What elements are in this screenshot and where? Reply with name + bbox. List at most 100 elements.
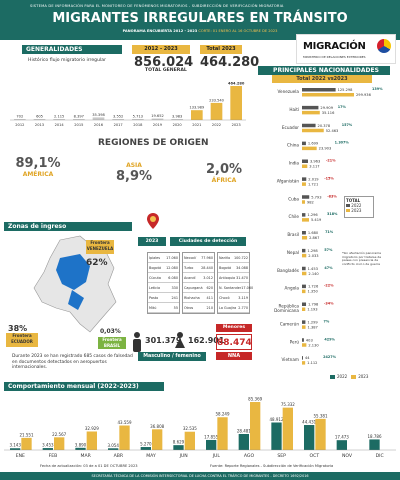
month-bar-2023	[86, 431, 97, 450]
monthly-chart: 3.143 21.551 ENE 3.453 22.567 FEB 3.890 32.929 M…	[4, 397, 396, 459]
month-label-2022: 5.270	[140, 442, 152, 447]
nat-name: Camerún	[280, 321, 300, 326]
month-name: DIC	[376, 453, 384, 459]
month-bar-2022	[271, 422, 282, 450]
frontera-ven-badge: Frontera VENEZUELA	[86, 240, 114, 254]
city-name: Mitú	[149, 306, 157, 310]
nat-value-2022: 1.299	[307, 320, 318, 324]
city-name: Capurganá	[184, 286, 203, 290]
month-label-2023: 32.535	[183, 426, 197, 431]
nat-bar-2023	[302, 236, 308, 240]
nat-value-2023: 3.117	[309, 165, 319, 169]
ciudades-header: Ciudades de detección	[170, 237, 246, 246]
total-general-label: TOTAL GENERAL	[145, 68, 187, 73]
nat-pct: -15%	[324, 176, 334, 180]
ingreso-note: Durante 2023 se han registrado 685 casos…	[12, 354, 133, 371]
total-year-value: 464.280	[200, 55, 260, 70]
city-column: Necoclí 77.960 Turbo 28.440 Acandí 3.012 Capur…	[182, 252, 215, 314]
nat-bar-2023	[302, 164, 308, 168]
hist-bar-label: 3.552	[113, 115, 123, 119]
nat-bar-2023	[302, 343, 307, 347]
nat-name: Afganistán	[277, 178, 300, 183]
nat-pct: 318%	[327, 212, 338, 216]
hist-bar-label: 5.713	[133, 115, 143, 119]
month-label-2023: 22.567	[52, 432, 66, 437]
city-name: Chocó	[219, 296, 230, 300]
city-value: 12.080	[166, 266, 178, 270]
nat-pct: 71%	[325, 230, 334, 234]
origen-title: REGIONES DE ORIGEN	[98, 138, 209, 148]
nat-value-2023: 1.721	[308, 182, 318, 186]
page-header: SISTEMA DE INFORMACIÓN PARA EL MONITOREO…	[0, 0, 400, 40]
logo-subtext: MINISTERIO DE RELACIONES EXTERIORES	[303, 55, 366, 59]
city-row: Pasto 241	[148, 293, 179, 303]
region-asia: ASIA 8,9%	[104, 162, 164, 184]
page-title: MIGRANTES IRREGULARES EN TRÁNSITO	[52, 11, 348, 26]
nat-bar-2023	[302, 361, 306, 365]
system-line: SISTEMA DE INFORMACIÓN PARA EL MONITOREO…	[30, 4, 284, 8]
city-row: Capurganá 620	[183, 283, 214, 293]
hist-bar	[210, 102, 223, 120]
month-name: AGO	[244, 453, 255, 459]
city-row: Cúcuta 6.080	[148, 273, 179, 283]
month-label-2023: 21.551	[20, 432, 34, 437]
hist-bar	[14, 119, 26, 120]
month-bar-2023	[119, 425, 130, 450]
hist-year-label: 2021	[192, 123, 201, 127]
month-name: JUN	[179, 453, 188, 459]
hist-bar	[230, 86, 242, 120]
legend-2023: 2023	[358, 374, 369, 379]
city-value: 411	[206, 296, 213, 300]
nat-name: Brasil	[287, 232, 299, 237]
month-label-2022: 8.629	[173, 440, 185, 445]
nat-bar-2022	[302, 231, 306, 235]
month-name: SEP	[277, 453, 286, 459]
city-row: Ipiales 17.060	[148, 253, 179, 263]
month-bar-2023	[282, 407, 293, 450]
fem-value: 162.901	[188, 336, 225, 345]
city-name: Bogotá	[219, 266, 232, 270]
nat-name: Perú	[290, 339, 300, 344]
hist-year-label: 2012	[15, 123, 24, 127]
nat-bar-2023	[302, 200, 305, 204]
nat-pct: -83%	[327, 194, 337, 198]
city-value: 31.470	[236, 276, 248, 280]
nat-name: República	[279, 304, 300, 309]
ciudades-table: Ipiales 17.060 Bogotá 12.080 Cúcuta 6.080 Leti…	[147, 252, 253, 322]
hist-year-label: 2023	[232, 123, 241, 127]
city-row: La Guajira 2.770	[218, 303, 249, 313]
hist-bar-label: 35.398	[92, 113, 105, 117]
nat-value-2023: 1.112	[307, 361, 317, 365]
america-label: AMÉRICA	[22, 171, 54, 178]
colombia-map	[33, 235, 117, 333]
africa-pct: 2,0%	[205, 162, 243, 177]
month-name: JUL	[212, 453, 221, 459]
nat-name: Chile	[289, 214, 300, 219]
city-value: 100.722	[233, 256, 248, 260]
nat-bar-2023	[302, 110, 320, 115]
nat-name: Vietnam	[282, 357, 299, 362]
nna-label: NNA	[216, 352, 252, 360]
nat-note: *Sin afectación panorama migratorio por …	[342, 251, 382, 266]
city-value: 55	[173, 306, 178, 310]
hist-label: Histórico flujo migratorio irregular	[28, 58, 106, 63]
nacionalidades-header: PRINCIPALES NACIONALIDADES	[258, 66, 390, 75]
mensual-legend: 2022 2023	[326, 374, 368, 379]
masc-value: 301.379	[145, 336, 182, 345]
nat-bar-2022	[302, 88, 336, 92]
logo-emblem	[377, 39, 391, 53]
mensual-header: Comportamiento mensual (2022-2023)	[4, 382, 164, 391]
month-name: ABR	[114, 453, 124, 459]
month-bar-2022	[304, 425, 315, 450]
city-row: Bogotá 34.088	[218, 263, 249, 273]
month-label-2022: 3.143	[9, 443, 21, 448]
nat-legend-title: TOTAL	[346, 198, 361, 203]
footnote-left: Fecha de actualización: 03 de a 01 DE OC…	[40, 464, 138, 468]
city-name: Ipiales	[149, 256, 160, 260]
total-year-badge: Total 2023	[200, 45, 242, 54]
month-label-2023: 32.929	[85, 426, 99, 431]
nat-bar-2023	[302, 146, 317, 151]
nat-value-2023: 2.033	[308, 254, 318, 258]
month-bar-2022	[75, 447, 86, 450]
nat-name: Cuba	[288, 196, 299, 201]
